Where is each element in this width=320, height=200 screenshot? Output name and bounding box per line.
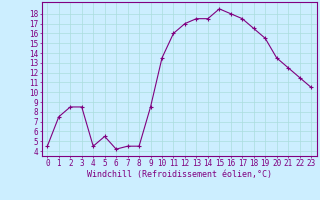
X-axis label: Windchill (Refroidissement éolien,°C): Windchill (Refroidissement éolien,°C): [87, 170, 272, 179]
